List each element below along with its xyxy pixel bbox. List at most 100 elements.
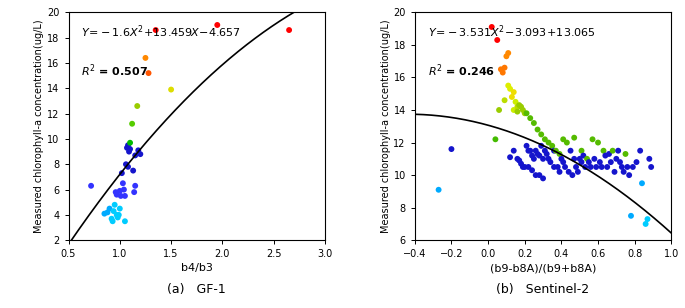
Point [119, 193, 130, 198]
Point [140, 55, 151, 60]
Point [600, 153, 611, 158]
Point [166, 87, 177, 92]
Point [578, 153, 589, 158]
Point [550, 148, 561, 153]
Point [573, 169, 584, 174]
Point [508, 148, 519, 153]
Point [530, 173, 541, 178]
Point [114, 206, 125, 211]
Point [565, 148, 576, 153]
Point [528, 120, 539, 125]
X-axis label: (b9-b8A)/(b9+b8A): (b9-b8A)/(b9+b8A) [490, 263, 596, 274]
Point [510, 99, 521, 104]
Point [646, 164, 657, 169]
Point [492, 38, 503, 43]
Point [625, 213, 636, 218]
Point [150, 28, 161, 33]
Point [111, 213, 122, 217]
Point [532, 152, 543, 156]
Point [567, 173, 578, 178]
Point [143, 71, 154, 75]
Y-axis label: Measured chlorophyll-a concentration(ug/L): Measured chlorophyll-a concentration(ug/… [34, 19, 45, 233]
Point [596, 164, 607, 169]
Point [538, 156, 549, 161]
Point [558, 137, 569, 142]
Point [545, 160, 556, 164]
Point [580, 164, 590, 169]
Point [549, 164, 560, 169]
Point [536, 143, 547, 148]
Point [516, 104, 527, 109]
Point [127, 168, 138, 173]
Point [499, 98, 510, 103]
Point [603, 152, 614, 156]
Point [609, 169, 620, 174]
Point [576, 148, 587, 153]
Point [547, 143, 558, 148]
Point [543, 140, 554, 145]
Point [486, 25, 497, 30]
Point [113, 213, 124, 217]
Point [505, 86, 516, 91]
Point [108, 209, 119, 213]
Text: $\mathit{R}^2$ = 0.246: $\mathit{R}^2$ = 0.246 [427, 63, 495, 79]
Point [107, 219, 118, 224]
Point [611, 156, 622, 161]
Point [123, 164, 134, 169]
Point [530, 148, 541, 153]
Point [127, 121, 138, 126]
Y-axis label: Measured chlorophyll-a concentration(ug/L): Measured chlorophyll-a concentration(ug/… [381, 19, 390, 233]
Point [512, 109, 523, 114]
Point [590, 164, 601, 169]
Point [106, 216, 117, 221]
Text: $Y\!=\!-3.531X^2\!-\!3.093\!+\!13.065$: $Y\!=\!-3.531X^2\!-\!3.093\!+\!13.065$ [427, 24, 595, 40]
Point [505, 155, 516, 160]
Point [111, 192, 122, 197]
Text: $\mathit{R}^2$ = 0.507: $\mathit{R}^2$ = 0.507 [82, 63, 149, 79]
Point [589, 156, 600, 161]
Point [585, 164, 596, 169]
Point [110, 190, 121, 195]
Point [114, 188, 125, 193]
Point [129, 183, 140, 188]
Point [571, 164, 582, 169]
Point [521, 111, 532, 116]
Point [514, 103, 525, 107]
Point [508, 90, 519, 95]
Point [133, 148, 144, 153]
Point [543, 156, 554, 161]
Point [620, 152, 631, 156]
Point [549, 148, 560, 153]
Point [562, 140, 573, 145]
Point [102, 210, 113, 215]
Point [554, 169, 565, 174]
Point [521, 143, 532, 148]
Point [508, 107, 519, 112]
Point [539, 137, 550, 142]
Point [119, 187, 129, 192]
Point [601, 164, 612, 169]
Point [560, 164, 571, 169]
Point [523, 164, 534, 169]
Point [614, 160, 625, 164]
Point [121, 145, 132, 150]
Point [534, 153, 545, 158]
Point [104, 206, 115, 211]
Point [576, 160, 587, 164]
Point [132, 103, 142, 108]
Point [116, 171, 127, 176]
Point [525, 116, 536, 121]
Point [616, 164, 627, 169]
Point [636, 181, 647, 186]
Point [528, 156, 539, 161]
Point [501, 54, 512, 59]
Point [284, 28, 295, 33]
Point [556, 156, 567, 161]
Point [506, 95, 517, 99]
Point [129, 153, 140, 158]
Point [587, 137, 598, 142]
X-axis label: b4/b3: b4/b3 [181, 263, 213, 274]
Point [86, 183, 97, 188]
Point [519, 111, 530, 116]
Point [569, 135, 580, 140]
